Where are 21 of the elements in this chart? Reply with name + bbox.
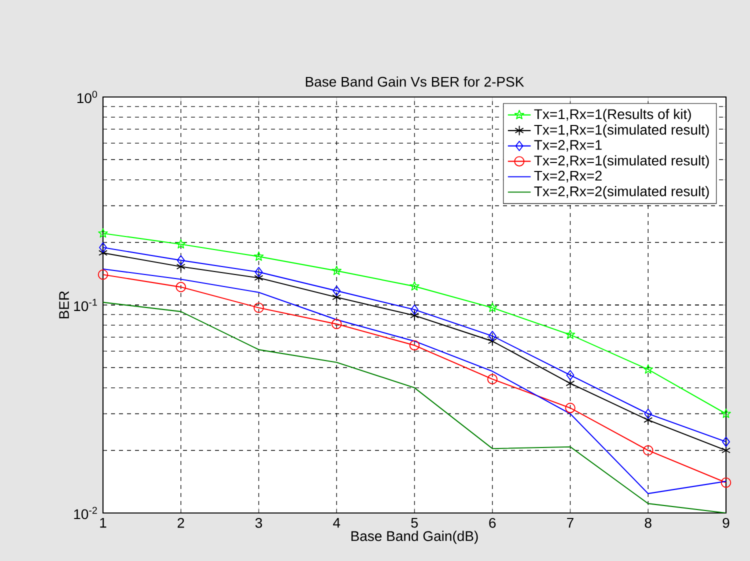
legend-label: Tx=2,Rx=2(simulated result) [534,186,709,200]
x-axis-title: Base Band Gain(dB) [351,530,478,544]
x-tick-label: 2 [178,518,184,528]
legend-label: Tx=1,Rx=1(Results of kit) [534,108,691,122]
legend-label: Tx=2,Rx=2 [534,170,602,182]
y-tick-label: 10$^{0}$ [77,90,98,104]
x-tick-label: 3 [255,518,262,528]
legend-label: Tx=2,Rx=1 [534,140,602,152]
x-tick-label: 7 [567,518,574,528]
chart-title: Base Band Gain Vs BER for 2-PSK [306,76,524,87]
legend-label: Tx=2,Rx=1(simulated result) [534,155,709,168]
y-axis-title: BER [59,291,69,318]
x-tick-label: 4 [333,518,340,528]
legend-label: Tx=1,Rx=1(simulated result) [534,124,709,138]
x-tick-label: 6 [489,518,496,528]
y-tick-label: 10$^{-1}$ [74,298,97,312]
x-tick-label: 8 [644,518,652,528]
x-tick-label: 1 [100,518,106,528]
y-tick-label: 10$^{-2}$ [74,506,97,520]
x-tick-label: 5 [411,518,418,528]
x-tick-label: 9 [722,518,730,528]
